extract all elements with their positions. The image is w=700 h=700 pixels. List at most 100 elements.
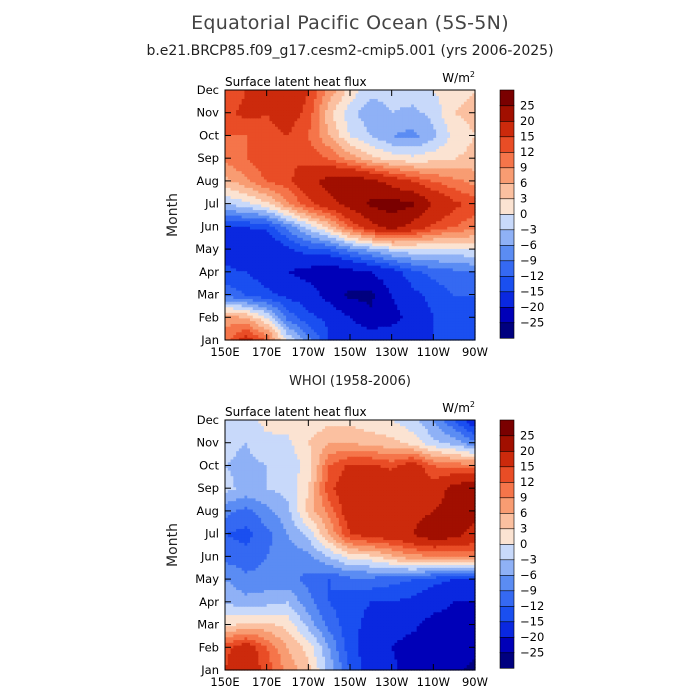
heatmap-cell: [313, 301, 318, 305]
heatmap-cell: [361, 203, 365, 208]
heatmap-cell: [419, 198, 423, 202]
heatmap-cell: [236, 284, 240, 288]
heatmap-cell: [341, 270, 346, 274]
heatmap-cell: [469, 337, 473, 341]
heatmap-cell: [247, 270, 251, 274]
heatmap-cell: [436, 226, 440, 230]
heatmap-cell: [450, 190, 454, 194]
heatmap-cell: [402, 206, 407, 211]
heatmap-cell: [263, 253, 268, 258]
heatmap-cell: [425, 231, 429, 236]
heatmap-cell: [452, 298, 457, 302]
heatmap-cell: [350, 276, 354, 280]
heatmap-cell: [316, 317, 321, 322]
heatmap-cell: [411, 220, 415, 224]
heatmap-cell: [277, 281, 282, 286]
heatmap-cell: [433, 320, 437, 324]
heatmap-cell: [391, 228, 396, 233]
heatmap-cell: [338, 306, 343, 311]
heatmap-cell: [341, 206, 346, 211]
heatmap-cell: [469, 309, 473, 313]
heatmap-cell: [269, 309, 273, 313]
heatmap-cell: [344, 267, 348, 272]
heatmap-cell: [238, 234, 243, 238]
heatmap-cell: [461, 317, 465, 322]
heatmap-cell: [258, 309, 262, 313]
heatmap-cell: [375, 245, 379, 249]
heatmap-cell: [441, 306, 446, 311]
heatmap-cell: [255, 306, 259, 311]
heatmap-cell: [444, 317, 448, 322]
heatmap-cell: [283, 315, 287, 319]
heatmap-cell: [461, 251, 465, 255]
heatmap-cell: [361, 303, 365, 308]
heatmap-cell: [258, 267, 262, 272]
heatmap-cell: [408, 265, 412, 269]
heatmap-cell: [247, 206, 251, 211]
heatmap-cell: [330, 281, 334, 286]
heatmap-cell: [350, 303, 354, 308]
heatmap-cell: [225, 328, 229, 333]
heatmap-cell: [388, 237, 393, 241]
heatmap-cell: [302, 223, 307, 227]
heatmap-cell: [255, 334, 259, 338]
heatmap-cell: [250, 223, 254, 227]
heatmap-cell: [250, 287, 254, 291]
heatmap-cell: [388, 298, 393, 302]
heatmap-cell: [402, 220, 407, 224]
heatmap-cell: [294, 334, 298, 338]
heatmap-cell: [422, 223, 426, 227]
heatmap-cell: [472, 206, 476, 211]
heatmap-cell: [411, 195, 415, 199]
heatmap-cell: [355, 253, 359, 258]
heatmap-cell: [330, 215, 334, 219]
heatmap-cell: [419, 315, 423, 319]
heatmap-cell: [438, 278, 443, 283]
heatmap-cell: [336, 265, 340, 269]
heatmap-cell: [269, 187, 273, 191]
heatmap-cell: [438, 292, 443, 297]
heatmap-cell: [244, 215, 248, 219]
heatmap-cell: [263, 298, 268, 302]
heatmap-cell: [369, 301, 373, 305]
heatmap-cell: [327, 226, 332, 230]
heatmap-cell: [377, 292, 382, 297]
heatmap-cell: [377, 334, 382, 338]
heatmap-cell: [363, 315, 368, 319]
heatmap-cell: [350, 253, 354, 258]
heatmap-cell: [225, 259, 229, 263]
heatmap-cell: [416, 253, 421, 258]
heatmap-cell: [347, 248, 351, 252]
heatmap-cell: [430, 253, 434, 258]
heatmap-cell: [311, 312, 315, 316]
heatmap-cell: [305, 242, 309, 247]
heatmap-cell: [458, 234, 462, 238]
heatmap-cell: [436, 237, 440, 241]
heatmap-cell: [263, 337, 268, 341]
heatmap-cell: [450, 331, 454, 336]
heatmap-cell: [402, 317, 407, 322]
heatmap-cell: [350, 281, 354, 286]
heatmap-cell: [436, 328, 440, 333]
heatmap-cell: [327, 259, 332, 263]
heatmap-cell: [463, 259, 468, 263]
heatmap-cell: [455, 306, 459, 311]
heatmap-cell: [336, 187, 340, 191]
heatmap-cell: [377, 248, 382, 252]
heatmap-cell: [447, 265, 451, 269]
heatmap-cell: [236, 287, 240, 291]
heatmap-cell: [233, 273, 237, 277]
heatmap-cell: [472, 303, 476, 308]
heatmap-cell: [297, 287, 301, 291]
heatmap-cell: [286, 220, 290, 224]
heatmap-cell: [472, 259, 476, 263]
heatmap-cell: [427, 284, 432, 288]
heatmap-cell: [463, 328, 468, 333]
heatmap-cell: [416, 290, 421, 294]
heatmap-cell: [455, 267, 459, 272]
heatmap-cell: [366, 195, 371, 199]
heatmap-cell: [305, 295, 309, 299]
heatmap-cell: [458, 240, 462, 244]
heatmap-cell: [250, 190, 254, 194]
heatmap-cell: [272, 287, 276, 291]
